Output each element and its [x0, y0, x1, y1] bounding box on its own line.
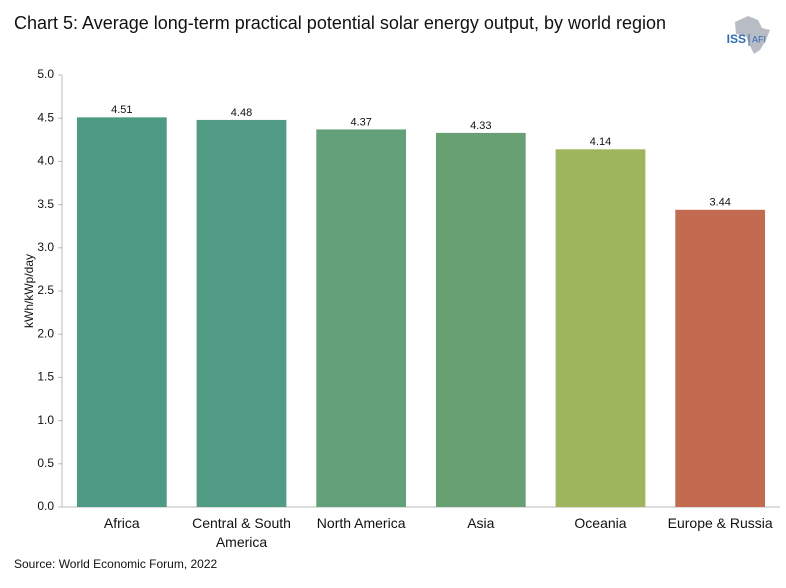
y-axis-title: kWh/kWp/day [22, 254, 36, 328]
x-tick-label: Africa [103, 515, 140, 531]
value-label: 4.51 [111, 104, 132, 116]
y-tick-label: 3.5 [37, 197, 54, 211]
x-tick-label: Europe & Russia [667, 515, 773, 531]
value-label: 4.14 [590, 136, 611, 148]
logo-text: AFI [752, 34, 766, 44]
logo-map [735, 16, 770, 54]
y-tick-label: 0.5 [37, 456, 54, 470]
y-tick-label: 1.5 [37, 370, 54, 384]
source: Source: World Economic Forum, 2022 [14, 557, 218, 571]
y-tick-label: 3.0 [37, 240, 54, 254]
x-tick-label: Oceania [574, 515, 627, 531]
bar [675, 209, 766, 507]
logo-text: ISS [727, 32, 746, 46]
value-label: 4.33 [470, 120, 491, 132]
y-tick-label: 0.0 [37, 499, 54, 513]
y-tick-label: 5.0 [37, 67, 54, 81]
bar [316, 129, 407, 507]
value-label: 4.37 [350, 116, 371, 128]
value-label: 4.48 [231, 107, 252, 119]
y-tick-label: 2.5 [37, 283, 54, 297]
value-label: 3.44 [709, 197, 730, 209]
x-tick-label: Central & South America [192, 515, 291, 550]
y-tick-label: 1.0 [37, 413, 54, 427]
y-tick-label: 2.0 [37, 326, 54, 340]
y-tick-label: 4.0 [37, 154, 54, 168]
logo: ISS AFI [727, 16, 770, 54]
x-tick-label: North America [316, 515, 406, 531]
y-tick-label: 4.5 [37, 110, 54, 124]
x-tick-label: Asia [467, 515, 495, 531]
bar [76, 117, 167, 507]
bar [435, 132, 526, 507]
chart-title: Chart 5: Average long-term practical pot… [14, 13, 666, 33]
bar [555, 149, 646, 507]
bar [196, 119, 287, 507]
